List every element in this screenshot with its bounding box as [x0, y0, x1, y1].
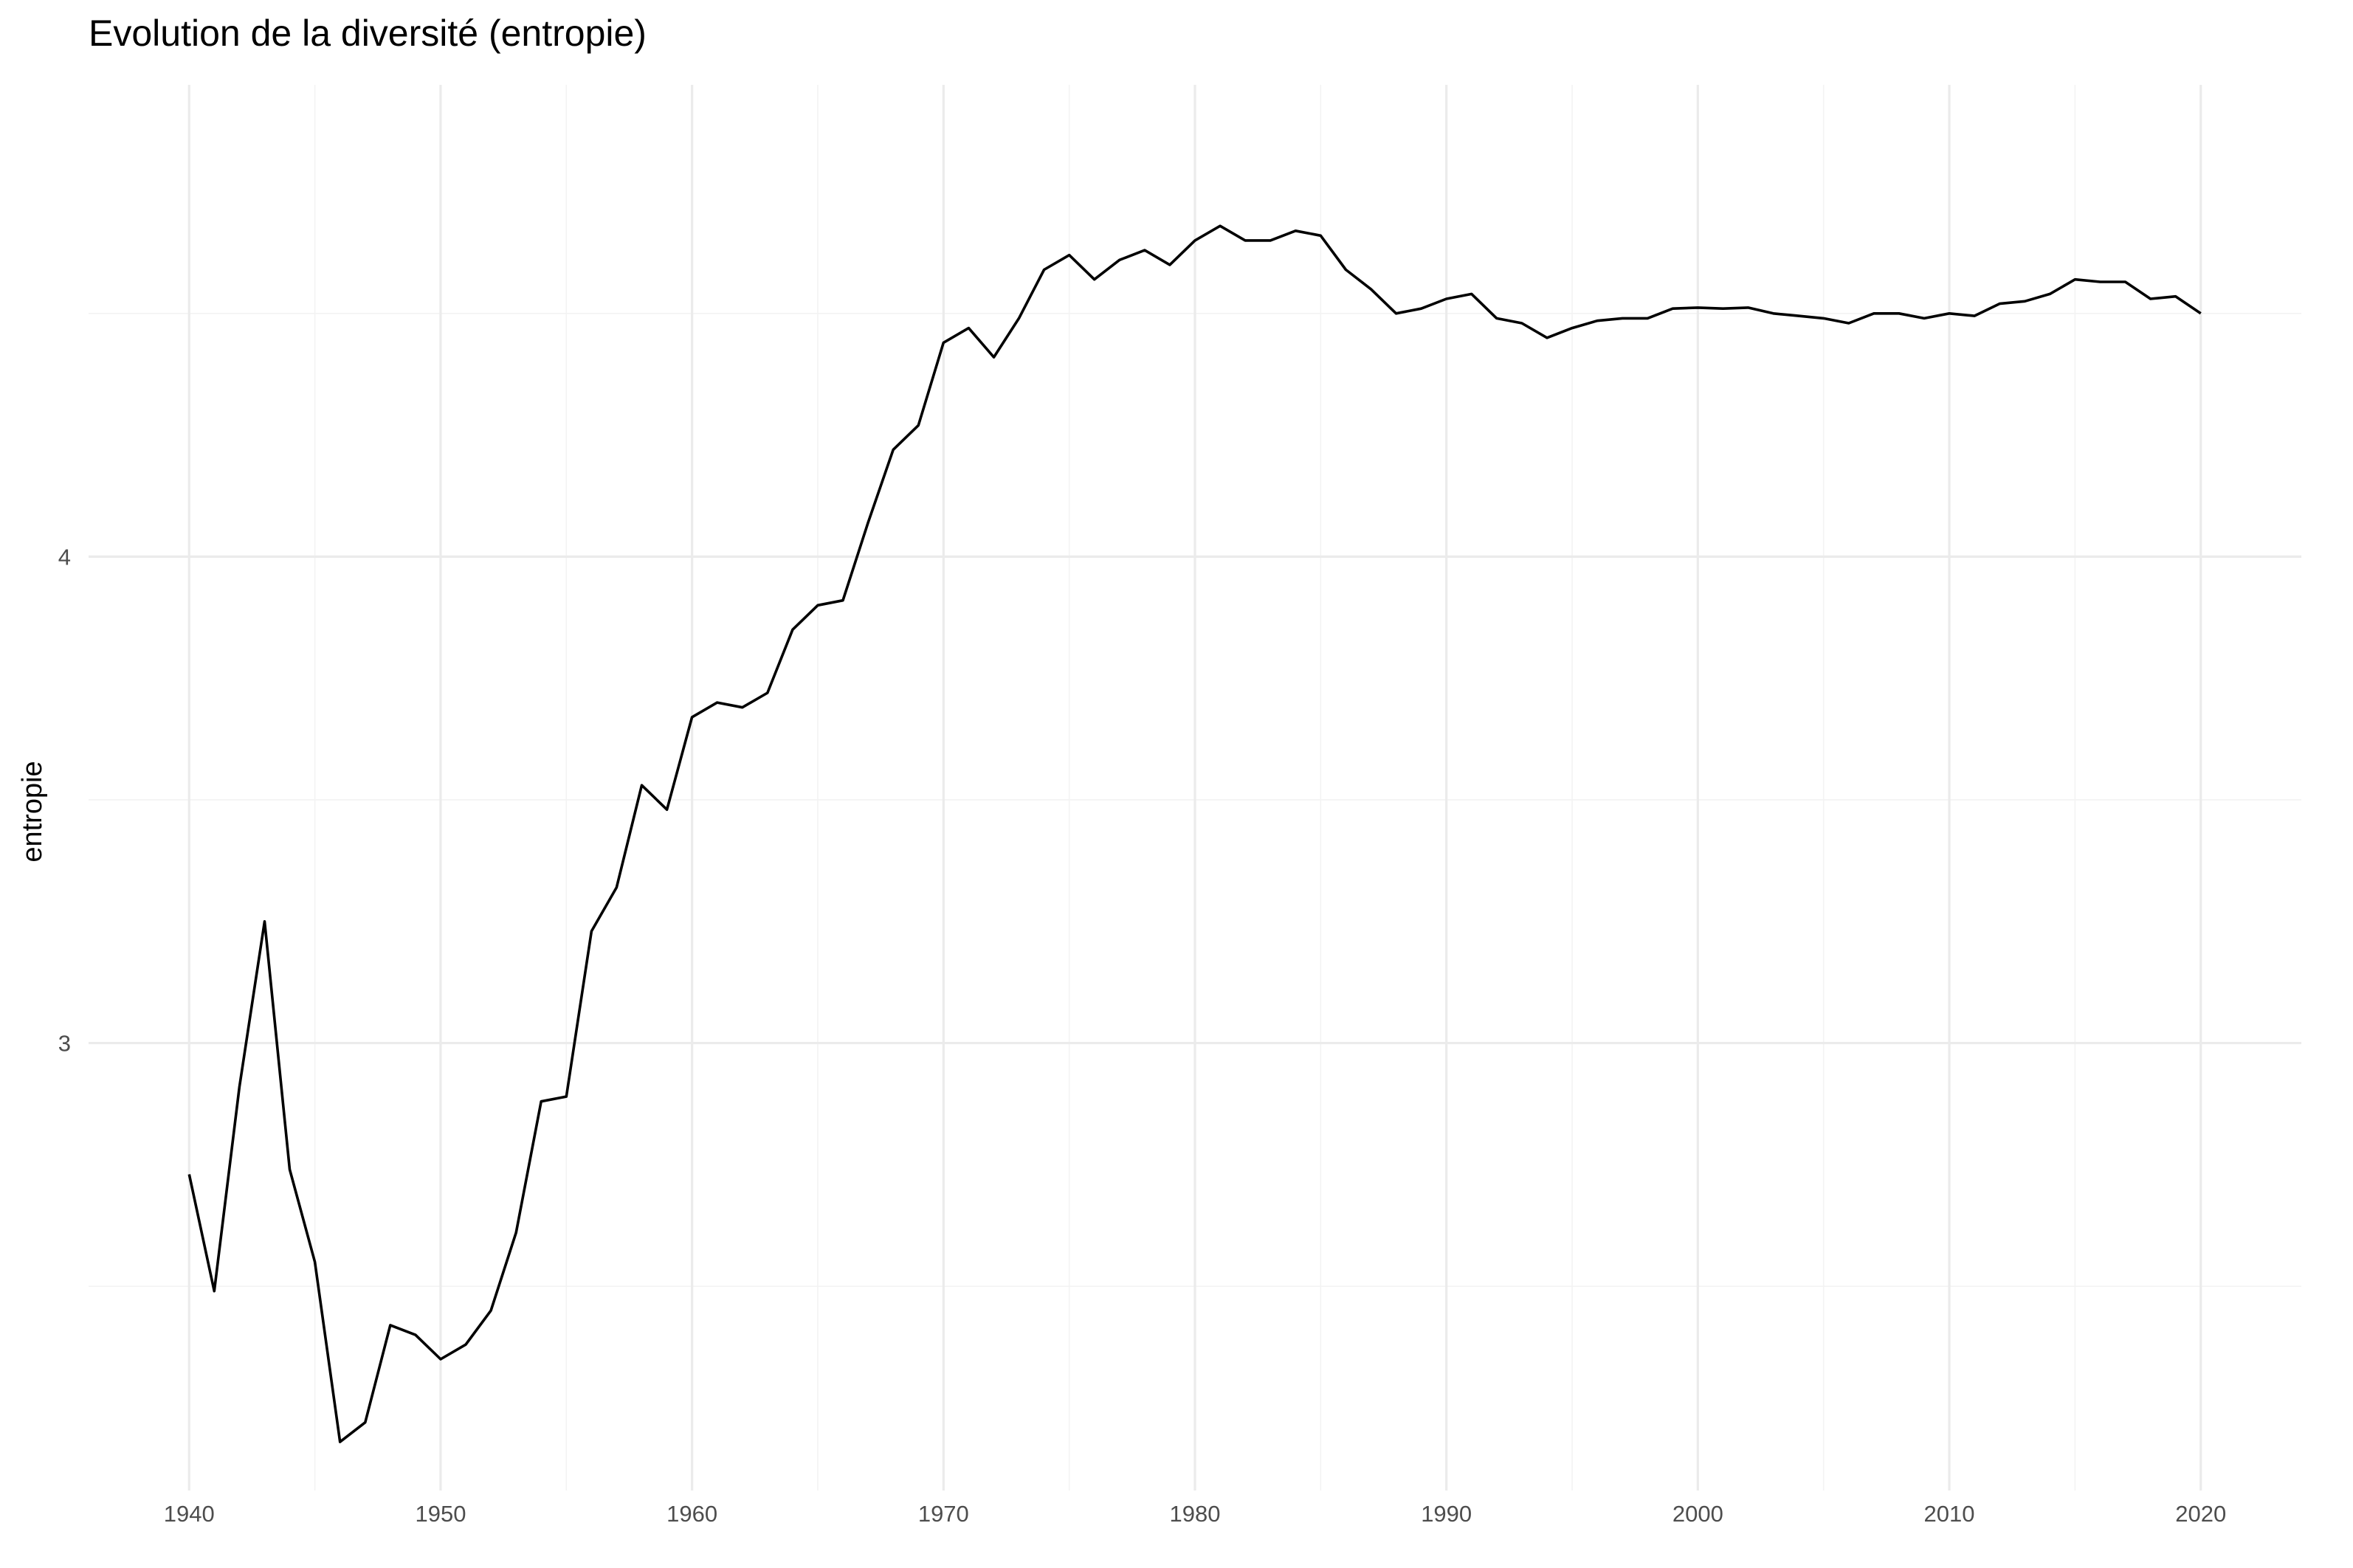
- y-tick-label: 3: [58, 1031, 71, 1057]
- chart-title: Evolution de la diversité (entropie): [89, 13, 647, 54]
- x-tick-label: 1960: [666, 1501, 717, 1527]
- x-tick-label: 1990: [1421, 1501, 1472, 1527]
- x-tick-label: 1980: [1170, 1501, 1221, 1527]
- y-axis-label: entropie: [17, 761, 48, 862]
- x-tick-label: 2020: [2175, 1501, 2226, 1527]
- x-tick-label: 2000: [1672, 1501, 1723, 1527]
- grid-layer: [89, 85, 2301, 1491]
- x-tick-label: 1950: [415, 1501, 466, 1527]
- axis-layer: 1940 1950 1960 1970 1980 1990 2000 2010 2020 3 4: [58, 544, 2226, 1527]
- x-tick-label: 2010: [1924, 1501, 1975, 1527]
- x-tick-label: 1940: [164, 1501, 215, 1527]
- series-line: [187, 224, 2202, 1443]
- y-tick-label: 4: [58, 544, 71, 570]
- x-tick-label: 1970: [918, 1501, 969, 1527]
- line-layer: [187, 224, 2202, 1443]
